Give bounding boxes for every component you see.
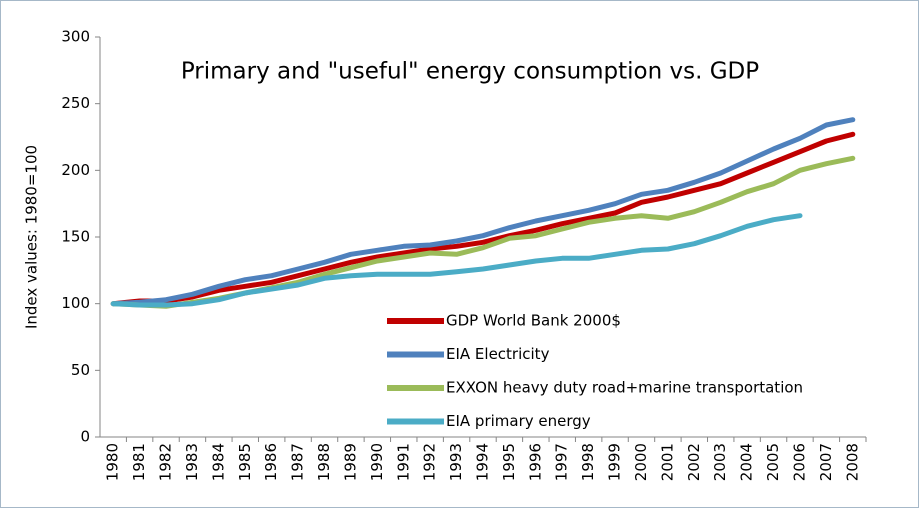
x-tick-label: 2000 xyxy=(632,443,650,481)
x-tick-label: 1998 xyxy=(579,443,597,481)
y-tick-label: 50 xyxy=(71,361,90,379)
x-tick-label: 1999 xyxy=(606,443,624,481)
x-tick-label: 1985 xyxy=(236,443,254,481)
x-tick-label: 2001 xyxy=(658,443,676,481)
x-tick-label: 2005 xyxy=(764,443,782,481)
y-tick-label: 300 xyxy=(61,28,90,46)
x-tick-label: 2006 xyxy=(790,443,808,481)
x-tick-label: 1980 xyxy=(104,443,122,481)
legend-label: GDP World Bank 2000$ xyxy=(446,312,621,330)
series-line xyxy=(110,213,803,308)
y-tick-label: 0 xyxy=(80,428,90,446)
x-tick-label: 1983 xyxy=(183,443,201,481)
x-tick-label: 1984 xyxy=(209,443,227,481)
y-axis-label: Index values: 1980=100 xyxy=(23,145,41,329)
x-tick-label: 1981 xyxy=(130,443,148,481)
series-line xyxy=(110,131,856,307)
x-tick-label: 2007 xyxy=(817,443,835,481)
x-tick-label: 1994 xyxy=(474,443,492,481)
x-tick-label: 1997 xyxy=(553,443,571,481)
y-tick-label: 250 xyxy=(61,94,90,112)
legend-label: EIA Electricity xyxy=(446,345,550,363)
x-tick-label: 1989 xyxy=(341,443,359,481)
x-tick-label: 1982 xyxy=(157,443,175,481)
x-tick-label: 1992 xyxy=(421,443,439,481)
x-tick-label: 1990 xyxy=(368,443,386,481)
x-tick-label: 2004 xyxy=(738,443,756,481)
y-tick-label: 150 xyxy=(61,228,90,246)
x-tick-label: 1996 xyxy=(526,443,544,481)
x-tick-label: 1991 xyxy=(394,443,412,481)
y-tick-label: 100 xyxy=(61,294,90,312)
x-tick-label: 2008 xyxy=(843,443,861,481)
x-tick-label: 1993 xyxy=(447,443,465,481)
x-tick-label: 1987 xyxy=(289,443,307,481)
x-tick-label: 2003 xyxy=(711,443,729,481)
y-tick-label: 200 xyxy=(61,161,90,179)
x-tick-label: 1986 xyxy=(262,443,280,481)
legend-label: EXXON heavy duty road+marine transportat… xyxy=(446,379,803,397)
legend-label: EIA primary energy xyxy=(446,412,591,430)
x-tick-label: 1995 xyxy=(500,443,518,481)
x-tick-label: 1988 xyxy=(315,443,333,481)
chart-title: Primary and "useful" energy consumption … xyxy=(181,59,759,85)
x-tick-label: 2002 xyxy=(685,443,703,481)
series-line xyxy=(110,117,856,307)
